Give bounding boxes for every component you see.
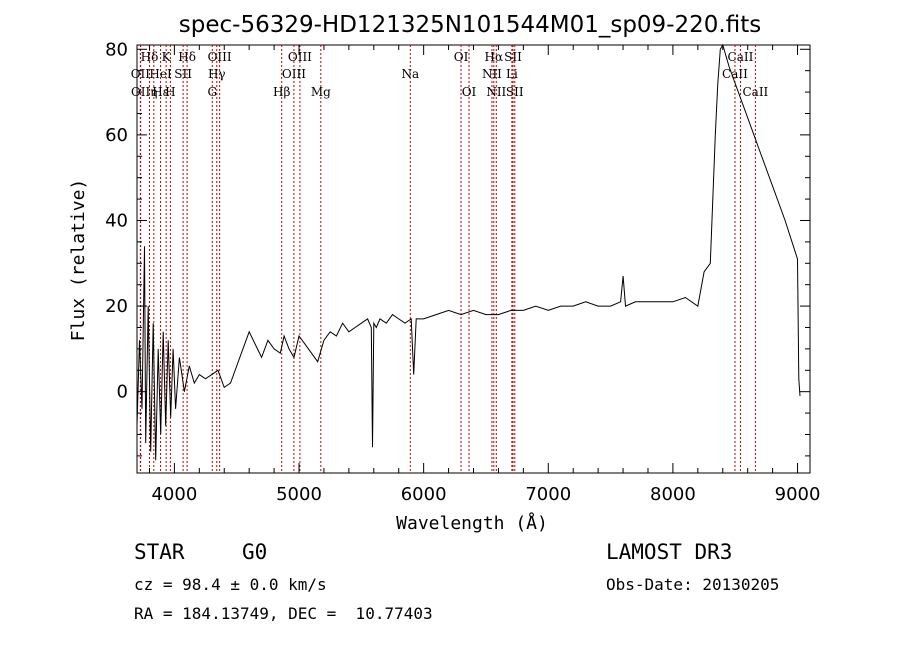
emission-line-label: H: [165, 85, 175, 99]
emission-line-label: OIII: [282, 67, 306, 81]
emission-line-label: CaII: [728, 50, 754, 64]
y-tick-label: 0: [117, 382, 128, 403]
emission-line-label: SII: [174, 67, 192, 81]
emission-line-label: Hδ: [178, 50, 196, 64]
emission-line-label: SII: [506, 85, 524, 99]
x-axis-label: Wavelength (Å): [396, 512, 548, 534]
emission-line-label: K: [162, 50, 172, 64]
spectral-subclass: G0: [242, 540, 268, 564]
emission-line-label: G: [207, 85, 217, 99]
emission-line-label: η: [150, 85, 157, 99]
redshift-value: cz = 98.4 ± 0.0 km/s: [134, 575, 327, 594]
emission-line-label: NII: [482, 67, 502, 81]
y-tick-label: 80: [105, 39, 128, 60]
plot-frame: [136, 44, 811, 474]
y-tick-label: 20: [105, 296, 128, 317]
y-axis-ticks: 0 20 40 60 80: [105, 39, 810, 457]
emission-line-label: Hδ: [141, 50, 159, 64]
x-tick-label: 7000: [525, 484, 571, 505]
emission-line-label: CaII: [742, 85, 768, 99]
x-axis-ticks: 4000 5000 6000 7000 8000 9000: [148, 45, 821, 505]
x-tick-label: 5000: [276, 484, 322, 505]
coordinates: RA = 184.13749, DEC = 10.77403: [134, 604, 433, 623]
y-tick-label: 40: [105, 210, 128, 231]
survey-name: LAMOST DR3: [606, 540, 733, 564]
emission-line-label: NII: [486, 85, 506, 99]
emission-line-label: Hε: [152, 85, 169, 99]
emission-line-label: OIII: [208, 50, 232, 64]
emission-line-label: OI: [462, 85, 477, 99]
emission-line-label: Hβ: [273, 85, 290, 99]
spectrum-line: [136, 43, 801, 461]
x-tick-label: 4000: [151, 484, 197, 505]
emission-line-label: CaII: [722, 67, 748, 81]
emission-line-markers: [139, 45, 756, 473]
emission-line-label: OII: [131, 67, 151, 81]
emission-line-label: Na: [401, 67, 419, 81]
emission-line-label: OI: [454, 50, 469, 64]
x-tick-label: 6000: [401, 484, 447, 505]
emission-line-label: Hα: [485, 50, 504, 64]
chart-title: spec-56329-HD121325N101544M01_sp09-220.f…: [179, 12, 761, 38]
emission-line-label: Mg: [311, 85, 331, 99]
emission-line-label: HeI: [149, 67, 172, 81]
x-tick-label: 9000: [775, 484, 821, 505]
y-axis-label: Flux (relative): [68, 179, 89, 342]
y-tick-label: 60: [105, 125, 128, 146]
x-tick-label: 8000: [650, 484, 696, 505]
emission-line-label: SII: [504, 50, 522, 64]
emission-line-label: OIII: [288, 50, 312, 64]
emission-line-label: Li: [506, 67, 518, 81]
emission-line-label: Hγ: [208, 67, 226, 81]
observation-date: Obs-Date: 20130205: [606, 575, 780, 594]
object-class: STAR: [134, 540, 185, 564]
